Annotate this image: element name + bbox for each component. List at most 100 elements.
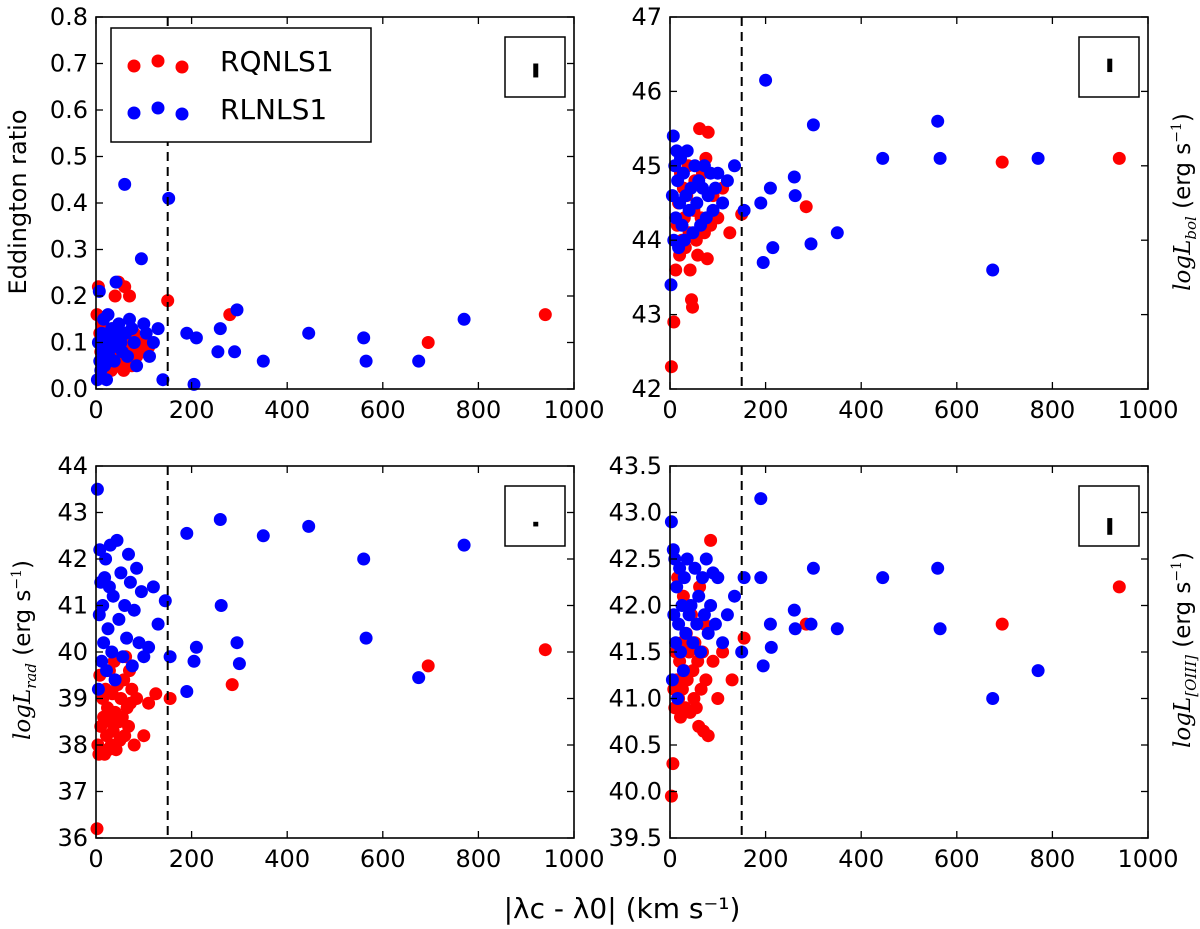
point-rlnls1 <box>830 622 844 636</box>
point-rlnls1 <box>679 626 693 640</box>
point-rqnls1 <box>137 729 151 743</box>
x-tick-label: 200 <box>743 396 789 424</box>
point-rlnls1 <box>302 519 316 533</box>
x-tick-label: 600 <box>360 845 406 873</box>
y-tick-label: 0.6 <box>50 96 88 124</box>
point-rqnls1 <box>689 701 703 715</box>
ylabel-eddington: Eddington ratio <box>4 109 32 294</box>
point-rlnls1 <box>986 263 1000 277</box>
point-rlnls1 <box>91 682 105 696</box>
point-rlnls1 <box>158 594 172 608</box>
y-tick-label: 43 <box>631 301 662 329</box>
point-rqnls1 <box>699 673 713 687</box>
point-rlnls1 <box>123 575 137 589</box>
point-rlnls1 <box>677 571 691 585</box>
x-tick-label: 0 <box>88 845 103 873</box>
y-tick-label: 0.8 <box>50 3 88 31</box>
point-rlnls1 <box>101 622 115 636</box>
point-rlnls1 <box>116 650 130 664</box>
y-tick-label: 45 <box>631 152 662 180</box>
x-tick-label: 0 <box>662 845 677 873</box>
point-rqnls1 <box>723 226 737 240</box>
point-rlnls1 <box>107 354 121 368</box>
point-rlnls1 <box>100 664 113 678</box>
point-rlnls1 <box>754 492 768 506</box>
point-rlnls1 <box>122 547 135 561</box>
point-rlnls1 <box>118 177 132 191</box>
point-rlnls1 <box>357 552 371 566</box>
point-rlnls1 <box>156 373 170 387</box>
point-rqnls1 <box>106 724 120 738</box>
point-rlnls1 <box>112 317 126 331</box>
point-rlnls1 <box>664 278 678 292</box>
point-rqnls1 <box>1112 151 1126 165</box>
point-rlnls1 <box>142 640 156 654</box>
plot-frame <box>669 465 1149 839</box>
legend-marker-rlnls1 <box>151 101 165 115</box>
point-rqnls1 <box>666 757 680 771</box>
point-rlnls1 <box>100 373 113 387</box>
point-rqnls1 <box>163 692 177 705</box>
x-tick-label: 1000 <box>1117 396 1178 424</box>
point-rlnls1 <box>763 617 777 631</box>
point-rlnls1 <box>143 349 156 363</box>
y-tick-label: 0.0 <box>50 375 88 403</box>
point-rlnls1 <box>146 336 160 349</box>
point-rlnls1 <box>933 622 947 636</box>
point-rqnls1 <box>225 678 239 692</box>
x-tick-label: 1000 <box>543 845 604 873</box>
point-rlnls1 <box>830 226 844 240</box>
point-rlnls1 <box>230 636 244 650</box>
x-tick-label: 600 <box>360 396 406 424</box>
point-rlnls1 <box>766 241 780 255</box>
point-rlnls1 <box>696 571 709 585</box>
point-rqnls1 <box>686 300 699 314</box>
point-rlnls1 <box>737 203 751 217</box>
point-rqnls1 <box>421 336 435 349</box>
panel-loiii: 0 200 400 600 800 1000 39.5 40.0 40.5 41.0 41.5 42.… <box>609 452 1179 873</box>
y-tick-label: 46 <box>631 77 662 105</box>
x-tick-label: 1000 <box>1117 845 1178 873</box>
y-tick-label: 40.5 <box>609 731 662 759</box>
point-rlnls1 <box>121 349 134 363</box>
point-rlnls1 <box>688 159 702 173</box>
point-rlnls1 <box>125 659 139 673</box>
x-tick-label: 0 <box>662 396 677 424</box>
legend: RQNLS1 RLNLS1 <box>110 27 372 143</box>
point-rlnls1 <box>189 331 203 345</box>
y-tick-label: 40.0 <box>609 778 662 806</box>
point-rlnls1 <box>931 561 945 575</box>
point-rlnls1 <box>664 515 678 529</box>
y-tick-label: 42 <box>631 375 662 403</box>
ylabel-loiii: logL[OIII] (erg s−1) <box>1169 552 1200 748</box>
point-rlnls1 <box>112 612 126 626</box>
point-rlnls1 <box>694 645 708 659</box>
point-rlnls1 <box>457 538 471 552</box>
point-rqnls1 <box>669 263 683 277</box>
point-rqnls1 <box>149 687 163 701</box>
y-tick-label: 44 <box>631 226 662 254</box>
y-tick-label: 0.3 <box>50 236 88 264</box>
ylabel-lrad: logLrad (erg s−1) <box>9 560 40 740</box>
point-rlnls1 <box>1031 664 1045 678</box>
point-rlnls1 <box>180 326 194 340</box>
ylabel-lbol: logLbol (erg s−1) <box>1169 113 1200 291</box>
error-bar-box <box>1078 36 1140 98</box>
point-rlnls1 <box>716 196 730 210</box>
x-tick-label: 400 <box>264 396 310 424</box>
y-tick-label: 41 <box>57 592 88 620</box>
point-rqnls1 <box>664 789 678 803</box>
point-rlnls1 <box>876 571 890 585</box>
y-tick-label: 41.0 <box>609 685 662 713</box>
error-bar <box>1107 58 1113 73</box>
point-rlnls1 <box>187 377 201 391</box>
point-rlnls1 <box>114 566 128 580</box>
point-rlnls1 <box>125 322 139 336</box>
point-rlnls1 <box>701 626 715 640</box>
x-tick-label: 600 <box>934 845 980 873</box>
panel-lrad: 0 200 400 600 800 1000 36 37 38 39 40 41 42 43 44 <box>57 452 604 873</box>
point-rlnls1 <box>759 73 773 87</box>
point-rlnls1 <box>670 580 684 594</box>
legend-marker-rqnls1 <box>175 60 189 74</box>
point-rlnls1 <box>699 552 713 566</box>
